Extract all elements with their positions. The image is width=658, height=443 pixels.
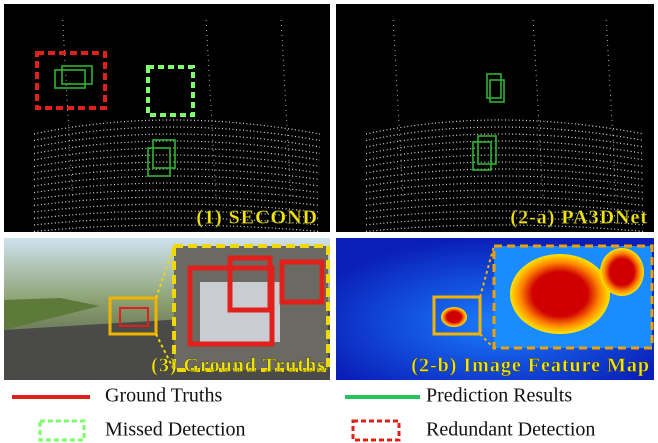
panel-label: (3) Ground Truths	[151, 355, 326, 377]
legend-label: Ground Truths	[105, 385, 222, 407]
heat-blob	[441, 307, 467, 327]
figure: (1) SECOND (2-a) PA3DNet (3) Ground Trut…	[0, 0, 658, 443]
legend-swatch	[353, 421, 399, 440]
legend-label: Prediction Results	[426, 385, 572, 407]
panel-label: (2-b) Image Feature Map	[411, 355, 650, 377]
legend-label: Redundant Detection	[426, 419, 595, 441]
heat-blob	[600, 248, 644, 296]
heat-blob	[510, 254, 610, 334]
panel-label: (1) SECOND	[196, 207, 318, 229]
legend-swatch	[40, 421, 84, 440]
lidar-panel	[336, 4, 654, 232]
legend-label: Missed Detection	[105, 419, 246, 441]
panel-label: (2-a) PA3DNet	[510, 207, 648, 229]
lidar-panel	[4, 4, 330, 232]
